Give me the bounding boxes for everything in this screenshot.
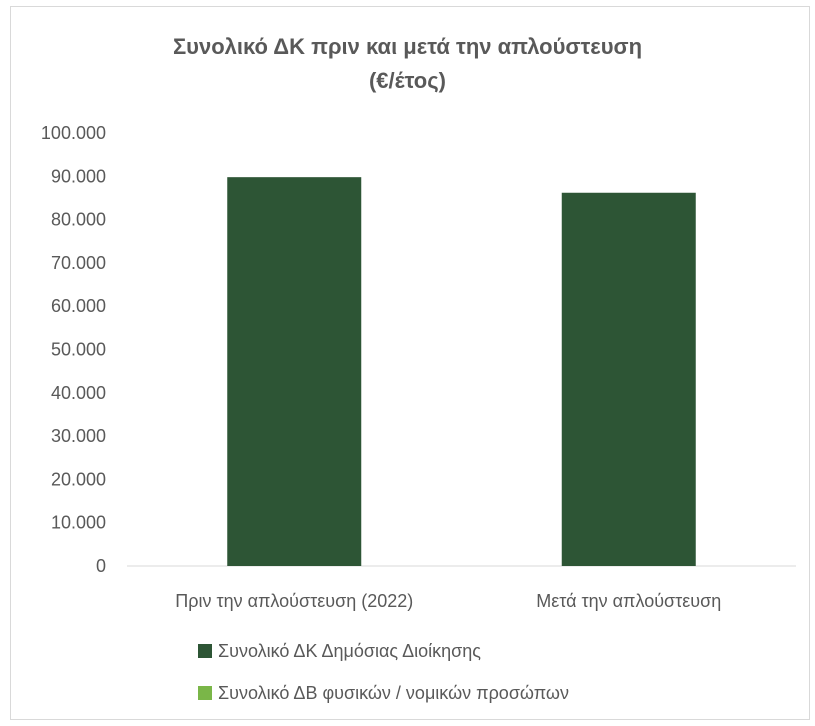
chart-title: Συνολικό ΔΚ πριν και μετά την απλούστευσ…	[0, 30, 815, 98]
y-tick-label: 80.000	[51, 210, 106, 230]
y-tick-label: 20.000	[51, 469, 106, 489]
y-tick-label: 0	[96, 556, 106, 576]
legend-label-public-admin: Συνολικό ΔΚ Δημόσιας Διοίκησης	[218, 641, 481, 661]
legend-swatch-public-admin	[198, 644, 212, 658]
y-tick-label: 70.000	[51, 253, 106, 273]
y-tick-label: 100.000	[41, 123, 106, 143]
legend-label-persons: Συνολικό ΔΒ φυσικών / νομικών προσώπων	[218, 683, 569, 703]
x-tick-label: Μετά την απλούστευση	[536, 591, 721, 611]
y-tick-label: 50.000	[51, 340, 106, 360]
chart-title-line1: Συνολικό ΔΚ πριν και μετά την απλούστευσ…	[172, 34, 643, 59]
chart-title-line2: (€/έτος)	[368, 68, 446, 93]
legend-swatch-persons	[198, 686, 212, 700]
bar-after	[561, 192, 696, 566]
bar-before	[227, 177, 362, 566]
legend-item-public-admin: Συνολικό ΔΚ Δημόσιας Διοίκησης	[198, 640, 481, 662]
x-tick-label: Πριν την απλούστευση (2022)	[175, 591, 413, 611]
y-tick-label: 10.000	[51, 513, 106, 533]
legend-item-persons: Συνολικό ΔΒ φυσικών / νομικών προσώπων	[198, 682, 569, 704]
y-tick-label: 30.000	[51, 426, 106, 446]
y-tick-label: 60.000	[51, 296, 106, 316]
y-tick-label: 40.000	[51, 383, 106, 403]
y-tick-label: 90.000	[51, 166, 106, 186]
